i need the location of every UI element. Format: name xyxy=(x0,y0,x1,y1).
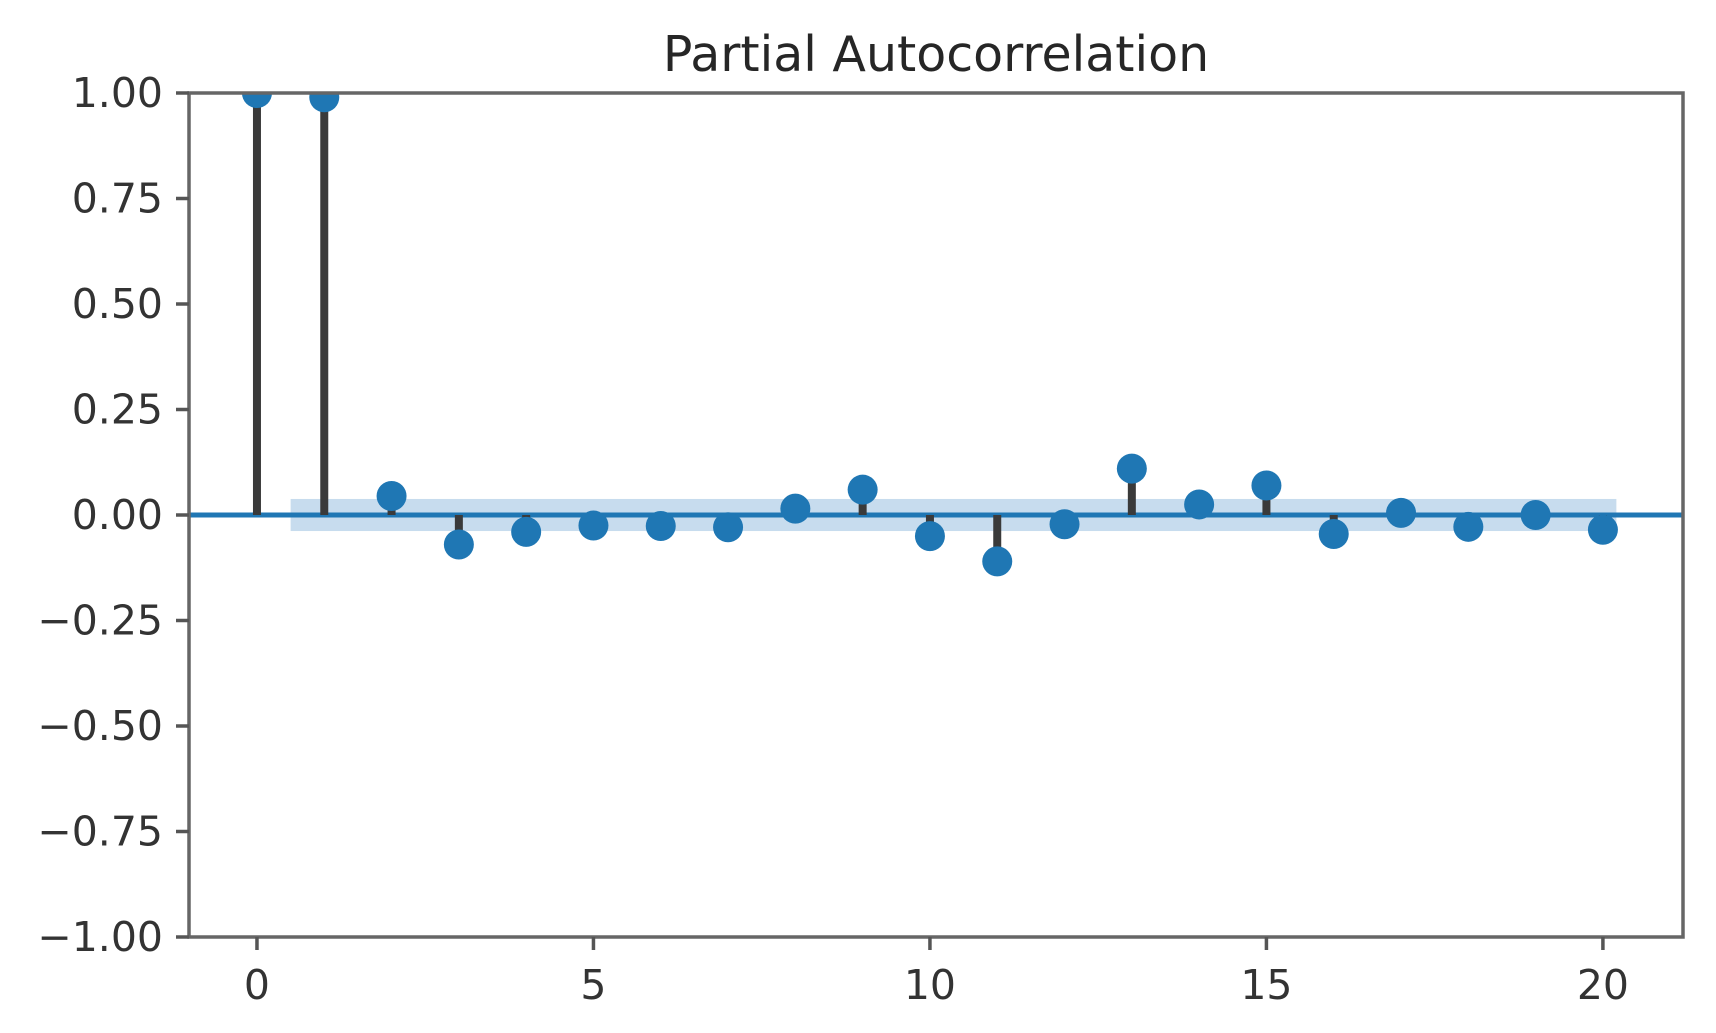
x-tick-label: 10 xyxy=(904,961,956,1009)
y-tick-label: 0.75 xyxy=(72,175,163,223)
chart-generated-layer: 0 5 10 15 20 1.00 0.75 0.50 0.25 0.00 −0.25 −0.50 −0… xyxy=(37,69,1685,1009)
pacf-marker xyxy=(1251,470,1282,501)
pacf-marker xyxy=(1116,453,1147,484)
chart-title: Partial Autocorrelation xyxy=(663,26,1209,83)
pacf-marker xyxy=(914,521,945,552)
x-tick-label: 20 xyxy=(1577,961,1629,1009)
pacf-marker xyxy=(1520,500,1551,530)
pacf-marker xyxy=(443,529,474,560)
pacf-marker xyxy=(241,93,272,108)
y-tick-label: 0.25 xyxy=(72,386,163,434)
pacf-marker xyxy=(780,493,811,524)
y-tick-label: −1.00 xyxy=(37,913,163,961)
pacf-marker xyxy=(376,481,407,512)
pacf-marker xyxy=(645,510,676,541)
x-tick-label: 0 xyxy=(244,961,270,1009)
y-tick-label: −0.50 xyxy=(37,702,163,750)
pacf-marker xyxy=(1049,509,1080,540)
pacf-marker xyxy=(982,546,1013,577)
pacf-marker xyxy=(511,516,542,547)
pacf-marker xyxy=(1184,489,1215,520)
pacf-marker xyxy=(1453,511,1484,542)
x-tick-label: 15 xyxy=(1240,961,1292,1009)
pacf-marker xyxy=(1318,518,1349,549)
y-tick-label: 0.00 xyxy=(72,491,163,539)
pacf-marker xyxy=(578,510,609,541)
y-tick-label: −0.75 xyxy=(37,808,163,856)
y-tick-label: −0.25 xyxy=(37,597,163,645)
x-tick-label: 5 xyxy=(580,961,606,1009)
pacf-marker xyxy=(847,474,878,505)
pacf-marker xyxy=(309,93,340,113)
y-tick-label: 1.00 xyxy=(72,69,163,117)
y-tick-label: 0.50 xyxy=(72,280,163,328)
pacf-marker xyxy=(1587,514,1618,545)
pacf-marker xyxy=(1386,497,1417,528)
pacf-marker xyxy=(713,512,744,543)
